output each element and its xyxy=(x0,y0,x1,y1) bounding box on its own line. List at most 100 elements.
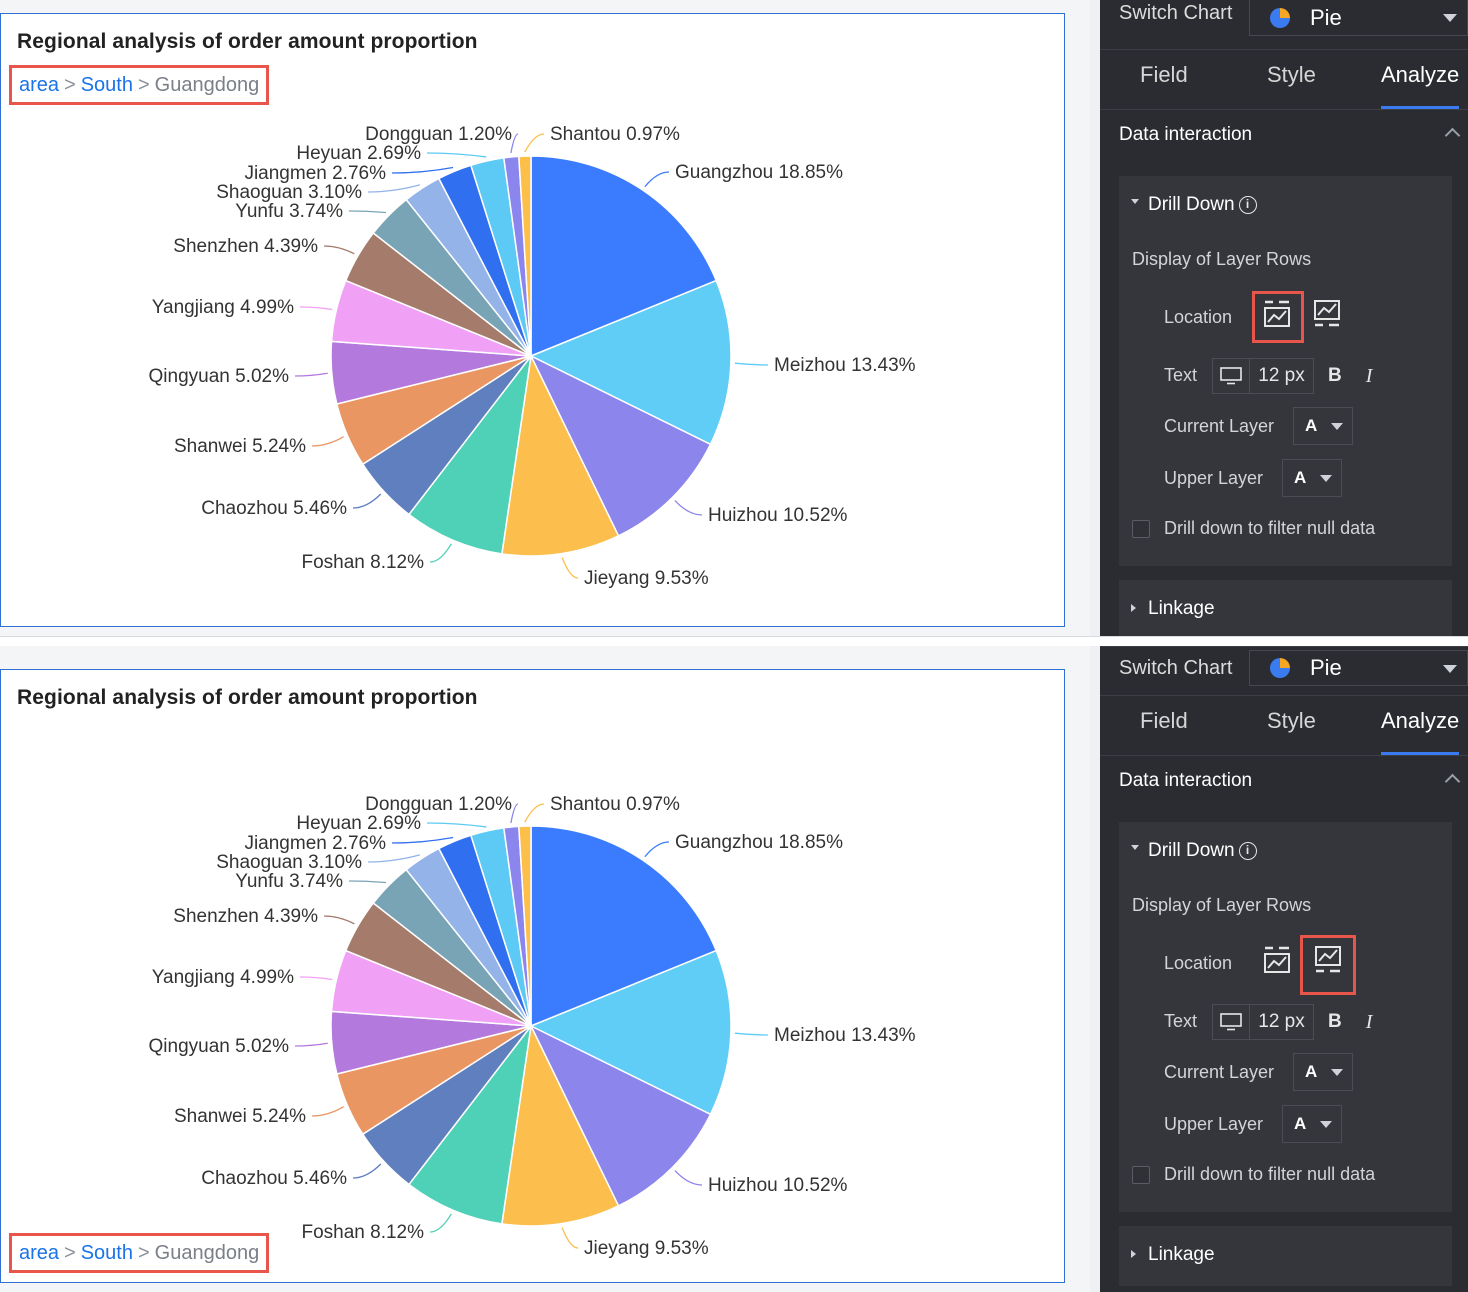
tab-style[interactable]: Style xyxy=(1267,62,1316,87)
slice-label-shanwei: Shanwei 5.24% xyxy=(174,1106,306,1127)
bold-button[interactable]: B xyxy=(1328,1011,1342,1032)
pie-chart-icon xyxy=(1270,7,1290,28)
label-line-shanwei xyxy=(311,1106,344,1117)
pie-slice-jieyang[interactable] xyxy=(501,353,620,557)
monitor-icon[interactable] xyxy=(1212,1004,1250,1040)
pie-slice-guangzhou[interactable] xyxy=(530,825,718,1028)
breadcrumb-guangdong: Guangdong xyxy=(154,1241,260,1264)
linkage-title: Linkage xyxy=(1148,1244,1215,1265)
caret-right-icon xyxy=(1131,1250,1136,1258)
tab-field[interactable]: Field xyxy=(1140,708,1188,733)
current-layer-select[interactable]: A xyxy=(1293,407,1353,445)
switch-chart-label: Switch Chart xyxy=(1119,2,1233,24)
upper-layer-select[interactable]: A xyxy=(1282,459,1342,497)
info-icon[interactable]: i xyxy=(1238,842,1257,860)
drill-down-header[interactable]: Drill Down i xyxy=(1131,194,1257,216)
breadcrumb-south[interactable]: South xyxy=(80,1241,133,1264)
drill-down-card: Drill Down i Display of Layer Rows Locat… xyxy=(1119,176,1452,566)
data-interaction-header[interactable]: Data interaction xyxy=(1100,110,1468,162)
slice-label-shaoguan: Shaoguan 3.10% xyxy=(216,182,362,203)
tab-analyze[interactable]: Analyze xyxy=(1381,62,1460,87)
slice-label-dongguan: Dongguan 1.20% xyxy=(365,794,512,815)
label-line-jieyang xyxy=(561,557,579,579)
pie-slice-meizhou[interactable] xyxy=(529,279,732,446)
breadcrumb: area > South > Guangdong xyxy=(9,65,270,105)
label-line-dongguan xyxy=(510,803,519,824)
label-line-foshan xyxy=(429,543,452,563)
linkage-header[interactable]: Linkage xyxy=(1119,1226,1452,1286)
label-line-huizhou xyxy=(674,1170,703,1186)
chevron-down-icon xyxy=(1331,423,1343,430)
null-filter-checkbox[interactable] xyxy=(1132,520,1150,538)
linkage-header[interactable]: Linkage xyxy=(1119,580,1452,640)
settings-panel: Switch Chart Pie Field Style Analyze Dat… xyxy=(1100,0,1468,640)
null-filter-checkbox[interactable] xyxy=(1132,1166,1150,1184)
slice-label-jiangmen: Jiangmen 2.76% xyxy=(244,833,386,854)
chart-type-select[interactable]: Pie xyxy=(1249,0,1468,36)
label-line-heyuan xyxy=(426,152,487,158)
italic-button[interactable]: I xyxy=(1365,364,1373,387)
slice-label-shenzhen: Shenzhen 4.39% xyxy=(173,236,318,257)
drill-down-header[interactable]: Drill Down i xyxy=(1131,840,1257,862)
label-line-jiangmen xyxy=(391,836,454,844)
label-line-yangjiang xyxy=(299,306,333,311)
slice-label-heyuan: Heyuan 2.69% xyxy=(296,813,421,834)
slice-label-dongguan: Dongguan 1.20% xyxy=(365,124,512,145)
tab-style[interactable]: Style xyxy=(1267,708,1316,733)
label-line-shantou xyxy=(524,803,545,823)
tab-field[interactable]: Field xyxy=(1140,62,1188,87)
pie-slice-shantou[interactable] xyxy=(518,155,532,357)
label-line-shenzhen xyxy=(323,915,355,925)
location-bottom-icon[interactable] xyxy=(1312,944,1344,976)
current-layer-select[interactable]: A xyxy=(1293,1053,1353,1091)
breadcrumb-area[interactable]: area xyxy=(19,1241,60,1264)
chart-title: Regional analysis of order amount propor… xyxy=(17,30,478,53)
breadcrumb-separator: > xyxy=(64,1241,76,1264)
breadcrumb-separator: > xyxy=(64,73,76,96)
label-line-jiangmen xyxy=(391,166,454,174)
label-line-shenzhen xyxy=(323,245,355,255)
slice-label-yangjiang: Yangjiang 4.99% xyxy=(152,297,294,318)
layer-rows-label: Display of Layer Rows xyxy=(1132,895,1312,915)
data-interaction-header[interactable]: Data interaction xyxy=(1100,756,1468,808)
font-size-input[interactable]: 12 px xyxy=(1250,1004,1314,1040)
pie-slice-huizhou[interactable] xyxy=(529,1024,712,1207)
label-line-yunfu xyxy=(348,880,387,884)
bold-button[interactable]: B xyxy=(1328,365,1342,386)
text-label: Text xyxy=(1164,365,1198,385)
label-line-shantou xyxy=(524,133,545,153)
tab-analyze[interactable]: Analyze xyxy=(1381,708,1460,733)
label-line-huizhou xyxy=(674,500,703,516)
upper-layer-select[interactable]: A xyxy=(1282,1105,1342,1143)
current-layer-label: Current Layer xyxy=(1164,1062,1275,1082)
monitor-icon[interactable] xyxy=(1212,358,1250,394)
slice-label-qingyuan: Qingyuan 5.02% xyxy=(149,1036,290,1057)
pie-slice-huizhou[interactable] xyxy=(529,354,712,537)
label-line-foshan xyxy=(429,1213,452,1233)
location-top-icon[interactable] xyxy=(1261,944,1293,976)
slice-label-meizhou: Meizhou 13.43% xyxy=(774,355,916,376)
location-top-icon[interactable] xyxy=(1261,298,1293,330)
pie-slice-meizhou[interactable] xyxy=(529,949,732,1116)
pie-slice-shantou[interactable] xyxy=(518,825,532,1027)
breadcrumb-south[interactable]: South xyxy=(80,73,133,96)
pie-slice-guangzhou[interactable] xyxy=(530,155,718,358)
italic-button[interactable]: I xyxy=(1365,1010,1373,1033)
label-line-qingyuan xyxy=(294,1042,328,1047)
label-line-shaoguan xyxy=(367,184,421,193)
slice-label-qingyuan: Qingyuan 5.02% xyxy=(149,366,290,387)
chart-type-select[interactable]: Pie xyxy=(1249,650,1468,686)
pie-slice-jieyang[interactable] xyxy=(501,1023,620,1227)
location-label: Location xyxy=(1164,307,1233,327)
data-interaction-title: Data interaction xyxy=(1119,770,1253,791)
chevron-down-icon xyxy=(1320,475,1332,482)
location-bottom-icon[interactable] xyxy=(1311,298,1343,330)
chevron-down-icon xyxy=(1331,1069,1343,1076)
pie-slice-foshan[interactable] xyxy=(407,1023,533,1225)
info-icon[interactable]: i xyxy=(1238,196,1257,214)
font-size-input[interactable]: 12 px xyxy=(1250,358,1314,394)
current-layer-value: A xyxy=(1305,416,1318,435)
breadcrumb-separator: > xyxy=(137,1241,150,1264)
pie-slice-foshan[interactable] xyxy=(407,353,533,555)
breadcrumb-area[interactable]: area xyxy=(19,73,60,96)
